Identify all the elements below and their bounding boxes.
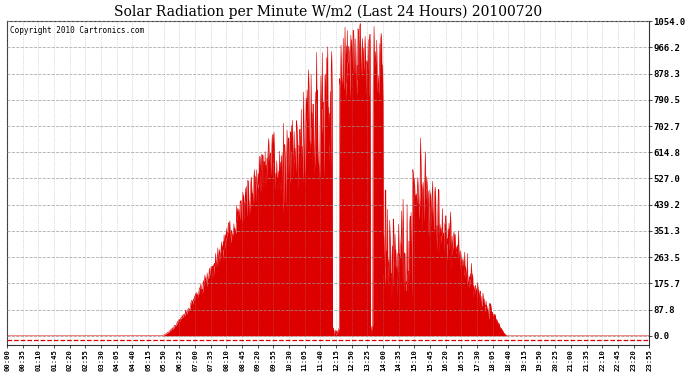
Text: Copyright 2010 Cartronics.com: Copyright 2010 Cartronics.com [10, 26, 144, 35]
Title: Solar Radiation per Minute W/m2 (Last 24 Hours) 20100720: Solar Radiation per Minute W/m2 (Last 24… [115, 4, 542, 18]
